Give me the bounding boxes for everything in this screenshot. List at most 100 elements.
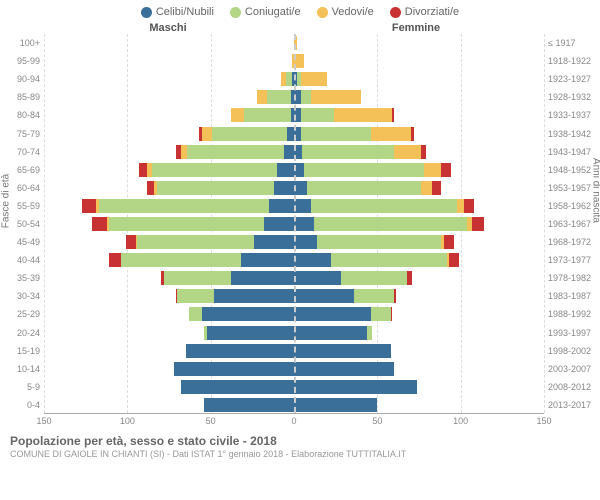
bar-segment [371,127,411,141]
age-label: 10-14 [0,364,40,374]
bar-female [294,145,544,159]
age-label: 60-64 [0,183,40,193]
age-label: 40-44 [0,255,40,265]
bar-segment [267,90,290,104]
bar-female [294,127,544,141]
bar-segment [174,362,294,376]
bar-segment [294,217,314,231]
age-label: 35-39 [0,273,40,283]
grid-line [544,34,545,413]
bar-male [44,54,294,68]
bar-segment [257,90,267,104]
bar-female [294,90,544,104]
bar-segment [294,398,377,412]
birth-label: 1963-1967 [548,219,600,229]
bar-segment [189,307,202,321]
bar-male [44,362,294,376]
bar-segment [126,235,136,249]
bar-segment [301,127,371,141]
bar-female [294,54,544,68]
bar-segment [139,163,147,177]
bar-segment [449,253,459,267]
birth-label: 1928-1932 [548,92,600,102]
bar-segment [231,271,294,285]
bar-segment [464,199,474,213]
age-label: 30-34 [0,291,40,301]
age-label: 70-74 [0,147,40,157]
bar-segment [301,90,311,104]
bar-segment [301,108,334,122]
bar-segment [457,199,464,213]
bar-segment [394,145,421,159]
age-label: 85-89 [0,92,40,102]
bar-segment [421,181,433,195]
bar-segment [164,271,231,285]
bar-segment [317,235,440,249]
birth-label: 1973-1977 [548,255,600,265]
x-tick: 50 [372,416,382,426]
bar-segment [311,90,361,104]
gender-headers: Maschi Femmine [0,22,600,34]
bar-segment [109,217,264,231]
bar-segment [371,307,391,321]
age-label: 20-24 [0,328,40,338]
bar-male [44,90,294,104]
bar-segment [147,181,154,195]
bar-segment [204,398,294,412]
bar-segment [294,199,311,213]
header-female: Femmine [292,22,600,34]
bar-segment [314,217,467,231]
bar-segment [294,307,371,321]
birth-label: 2008-2012 [548,382,600,392]
bar-female [294,289,544,303]
birth-label: 1988-1992 [548,309,600,319]
age-label: 55-59 [0,201,40,211]
bar-segment [472,217,484,231]
birth-label: 1923-1927 [548,74,600,84]
bar-segment [334,108,392,122]
bar-segment [301,72,328,86]
bar-segment [341,271,408,285]
bar-segment [367,326,372,340]
bar-segment [269,199,294,213]
bar-segment [187,145,284,159]
bar-segment [424,163,441,177]
bar-male [44,289,294,303]
bar-female [294,235,544,249]
bar-segment [152,163,277,177]
birth-label: 1998-2002 [548,346,600,356]
bar-segment [421,145,426,159]
bar-segment [307,181,420,195]
bar-segment [99,199,269,213]
bar-segment [214,289,294,303]
bar-female [294,326,544,340]
bar-female [294,163,544,177]
bar-male [44,398,294,412]
birth-label: 1953-1957 [548,183,600,193]
age-label: 100+ [0,38,40,48]
bar-segment [294,253,331,267]
bar-male [44,199,294,213]
bar-male [44,235,294,249]
center-line [294,34,296,413]
plot-area: 100+≤ 191795-991918-192290-941923-192785… [44,34,544,414]
bar-segment [294,235,317,249]
legend-dot [317,7,328,18]
age-label: 50-54 [0,219,40,229]
bar-male [44,145,294,159]
bar-male [44,344,294,358]
bar-segment [432,181,440,195]
birth-label: 1933-1937 [548,110,600,120]
age-label: 0-4 [0,400,40,410]
age-label: 65-69 [0,165,40,175]
x-tick: 50 [206,416,216,426]
bar-female [294,72,544,86]
x-tick: 100 [120,416,135,426]
bar-male [44,307,294,321]
bar-male [44,380,294,394]
bar-segment [177,289,214,303]
bar-segment [287,127,294,141]
bar-female [294,181,544,195]
bar-segment [354,289,394,303]
legend-dot [230,7,241,18]
